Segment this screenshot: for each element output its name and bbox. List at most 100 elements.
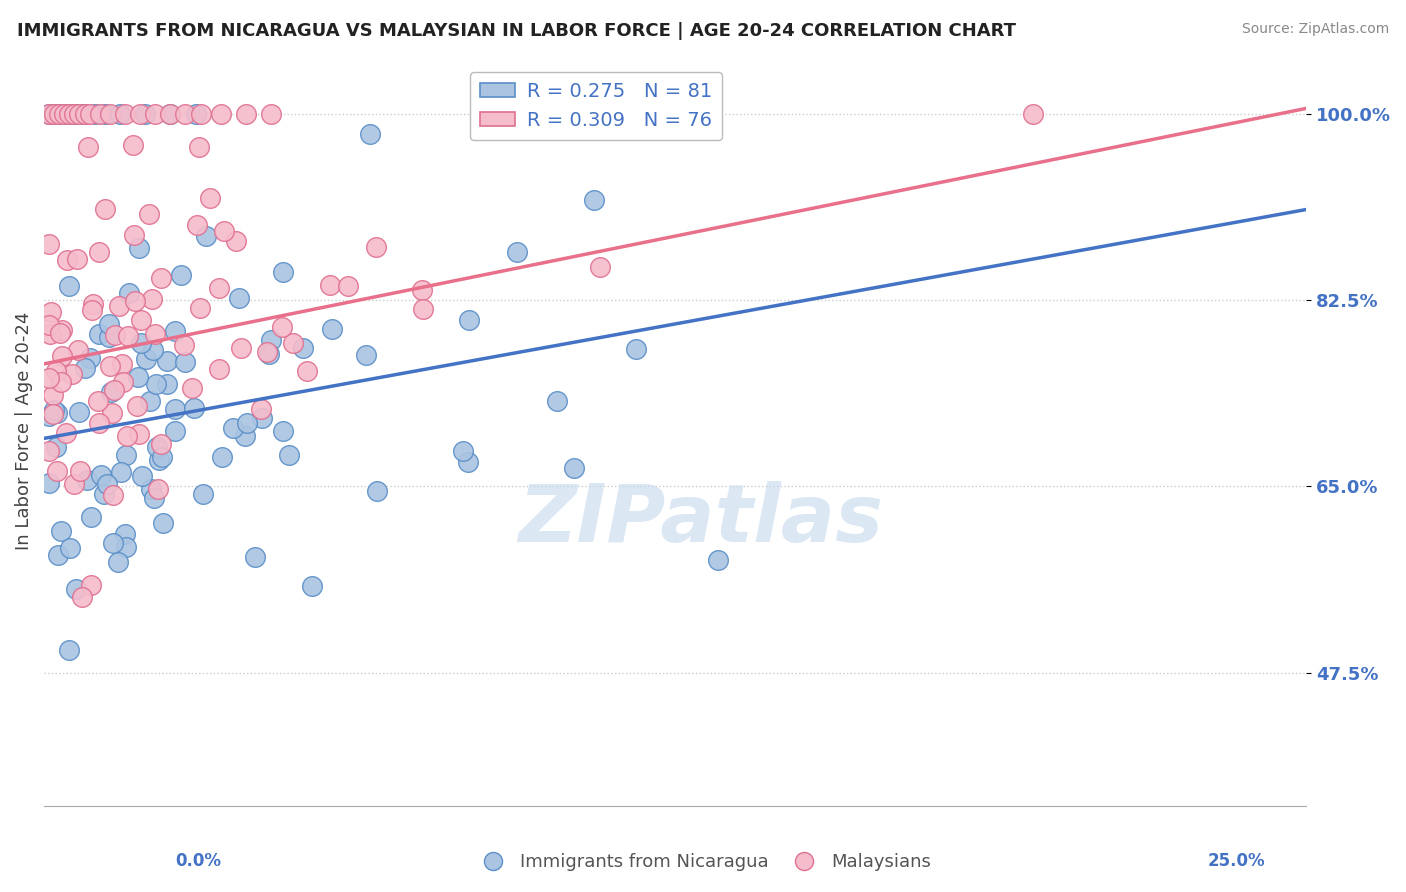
Point (65, 582, 87, 596)
Point (38, 409, 60, 423)
Point (67, 405, 90, 419)
Point (174, 106, 197, 120)
Point (46, 549, 69, 563)
Point (114, 106, 136, 120)
Point (98, 329, 121, 343)
Point (96, 477, 118, 491)
Point (87, 244, 110, 259)
Point (108, 106, 131, 120)
Point (412, 301, 434, 316)
Point (53, 106, 76, 120)
Point (58, 643, 80, 657)
Text: 0.0%: 0.0% (176, 852, 222, 870)
Point (457, 455, 479, 469)
Point (359, 127, 381, 141)
Point (148, 452, 170, 467)
Point (38, 237, 60, 252)
Point (122, 228, 145, 243)
Point (207, 280, 229, 294)
Point (139, 483, 162, 497)
Point (101, 406, 124, 420)
Point (66, 343, 89, 357)
Point (38, 371, 60, 385)
Point (150, 270, 173, 285)
Point (321, 322, 343, 336)
Legend: R = 0.275   N = 81, R = 0.309   N = 76: R = 0.275 N = 81, R = 0.309 N = 76 (471, 72, 721, 139)
Text: 25.0%: 25.0% (1208, 852, 1265, 870)
Point (69, 106, 91, 120)
Point (159, 106, 181, 120)
Point (98, 106, 121, 120)
Point (115, 448, 138, 462)
Point (38, 106, 60, 120)
Point (260, 334, 283, 348)
Point (44, 106, 66, 120)
Point (283, 336, 305, 351)
Point (319, 277, 342, 292)
Point (190, 106, 212, 120)
Point (233, 429, 256, 443)
Point (131, 469, 153, 483)
Point (150, 450, 173, 464)
Point (173, 355, 195, 369)
Point (82, 297, 104, 311)
Point (38, 476, 60, 491)
Point (76, 473, 98, 487)
Point (626, 342, 648, 356)
Point (146, 440, 169, 454)
Point (163, 424, 186, 438)
Point (93, 487, 115, 501)
Legend: Immigrants from Nicaragua, Malaysians: Immigrants from Nicaragua, Malaysians (467, 847, 939, 879)
Point (39, 326, 62, 341)
Text: Source: ZipAtlas.com: Source: ZipAtlas.com (1241, 22, 1389, 37)
Point (222, 421, 245, 435)
Point (41, 388, 63, 402)
Point (104, 328, 127, 343)
Text: IMMIGRANTS FROM NICARAGUA VS MALAYSIAN IN LABOR FORCE | AGE 20-24 CORRELATION CH: IMMIGRANTS FROM NICARAGUA VS MALAYSIAN I… (17, 22, 1017, 40)
Point (80, 509, 103, 524)
Point (73, 361, 96, 376)
Point (48, 106, 70, 120)
Point (271, 265, 294, 279)
Text: ZIPatlas: ZIPatlas (517, 482, 883, 559)
Point (366, 484, 388, 499)
Point (295, 363, 318, 377)
Point (186, 218, 208, 232)
Point (191, 487, 214, 501)
Point (278, 448, 301, 462)
Point (87, 393, 110, 408)
Point (90, 467, 112, 482)
Point (143, 491, 166, 505)
Point (236, 416, 259, 430)
Point (128, 427, 150, 442)
Point (69, 464, 91, 478)
Point (156, 377, 179, 392)
Point (198, 191, 221, 205)
Point (122, 137, 145, 152)
Point (118, 286, 141, 301)
Point (291, 341, 314, 355)
Point (51, 349, 73, 363)
Point (141, 292, 163, 306)
Point (108, 299, 131, 313)
Point (195, 228, 218, 243)
Point (138, 207, 160, 221)
Point (42, 408, 65, 422)
Point (51, 524, 73, 539)
Point (41, 304, 63, 318)
Point (73, 106, 96, 120)
Point (411, 284, 433, 298)
Y-axis label: In Labor Force | Age 20-24: In Labor Force | Age 20-24 (15, 311, 32, 549)
Point (135, 351, 157, 366)
Point (58, 279, 80, 293)
Point (184, 106, 207, 120)
Point (56, 252, 79, 267)
Point (148, 482, 170, 496)
Point (124, 294, 146, 309)
Point (582, 193, 605, 207)
Point (228, 292, 250, 306)
Point (79, 578, 101, 592)
Point (128, 242, 150, 256)
Point (187, 140, 209, 154)
Point (100, 384, 122, 399)
